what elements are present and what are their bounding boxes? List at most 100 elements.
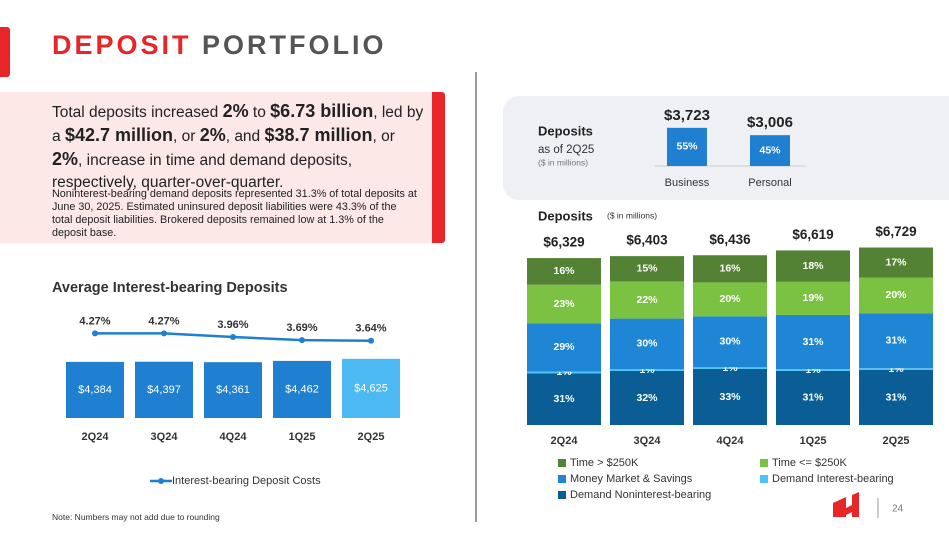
- summary-panel: [0, 92, 432, 243]
- chart-subtitle: as of 2Q25: [538, 144, 594, 156]
- bar-label: $4,384: [78, 384, 112, 396]
- segment-label: 17%: [885, 256, 907, 268]
- bar-segment: [859, 368, 933, 370]
- summary-text: 2%: [199, 125, 226, 145]
- line-marker: [92, 330, 98, 337]
- segment-label: 23%: [553, 298, 575, 310]
- bar-percent-label: 55%: [676, 141, 698, 153]
- bar-segment: [693, 282, 767, 317]
- x-tick-label: 4Q24: [220, 431, 248, 443]
- legend-swatch: [558, 459, 566, 467]
- summary-text: , and: [225, 128, 265, 145]
- line-label: 4.27%: [148, 315, 179, 327]
- x-tick-label: 3Q24: [151, 431, 179, 443]
- total-label: $6,403: [626, 233, 668, 248]
- line-marker: [161, 330, 167, 337]
- legend-label: Money Market & Savings: [570, 473, 693, 485]
- line-label: 3.96%: [217, 319, 248, 331]
- bar-segment: [693, 368, 767, 425]
- segment-label: 31%: [885, 391, 907, 403]
- line-marker: [368, 337, 374, 344]
- summary-paragraph: Total deposits increased 2% to $6.73 bil…: [52, 100, 424, 194]
- bar-segment: [693, 316, 767, 368]
- bar: [342, 358, 400, 418]
- segment-label: 31%: [553, 393, 575, 405]
- bar-segment: [527, 373, 601, 425]
- bar-segment: [527, 323, 601, 372]
- bar-segment: [859, 277, 933, 314]
- panel-accent: [432, 92, 445, 243]
- bar: [273, 360, 331, 418]
- segment-label: 15%: [636, 263, 658, 275]
- total-label: $6,436: [709, 232, 751, 247]
- line-marker: [299, 337, 305, 344]
- segment-label: 31%: [802, 392, 824, 404]
- chart-title: Average Interest-bearing Deposits: [52, 280, 288, 296]
- bar-segment: [693, 255, 767, 283]
- segment-label: 19%: [802, 292, 824, 304]
- summary-text: 2%: [52, 149, 79, 169]
- bar-segment: [610, 318, 684, 370]
- summary-detail: Noninterest-bearing demand deposits repr…: [52, 188, 417, 239]
- segment-label: 30%: [719, 336, 741, 348]
- legend-label: Interest-bearing Deposit Costs: [172, 475, 321, 487]
- legend-label: Time > $250K: [570, 457, 639, 469]
- x-tick-label: Business: [665, 177, 710, 189]
- bar: [135, 361, 193, 418]
- legend-label: Demand Noninterest-bearing: [570, 489, 711, 501]
- bar-segment: [776, 281, 850, 316]
- bar: [66, 361, 124, 418]
- x-tick-label: 4Q24: [717, 435, 745, 447]
- bar: [667, 127, 707, 166]
- segment-label: 31%: [885, 334, 907, 346]
- segment-label: 20%: [885, 289, 907, 301]
- legend-marker: [158, 478, 164, 484]
- segment-label: 18%: [802, 260, 824, 272]
- footnote: Note: Numbers may not add due to roundin…: [52, 512, 220, 522]
- segment-label: 33%: [719, 391, 741, 403]
- segment-label: 29%: [553, 341, 575, 353]
- bar-value-label: $3,723: [664, 107, 710, 124]
- header-rest: PORTFOLIO: [202, 30, 387, 60]
- total-label: $6,329: [543, 235, 584, 250]
- summary-box: [503, 96, 949, 200]
- bar: [750, 135, 790, 166]
- bar-label: $4,462: [285, 383, 319, 395]
- bar-label: $4,361: [216, 384, 250, 396]
- x-tick-label: 2Q24: [82, 431, 110, 443]
- red-tab: [0, 27, 10, 77]
- bar-label: $4,625: [354, 382, 388, 394]
- line-label: 3.64%: [355, 323, 386, 335]
- unit-note: ($ in millions): [607, 210, 657, 220]
- bar-segment: [610, 256, 684, 282]
- summary-text: , led by a: [52, 104, 424, 145]
- bar-segment: [776, 315, 850, 370]
- logo: [833, 492, 879, 518]
- line-label: 3.69%: [286, 322, 317, 334]
- bar-segment: [776, 250, 850, 282]
- chart-title: Deposits: [538, 123, 593, 138]
- x-tick-label: Personal: [748, 177, 791, 189]
- bar-segment: [527, 284, 601, 324]
- summary-text: , or: [372, 128, 395, 145]
- x-tick-label: 3Q24: [634, 435, 662, 447]
- bar-segment: [776, 369, 850, 371]
- summary-text: $6.73 billion: [270, 101, 374, 121]
- unit-note: ($ in millions): [538, 157, 588, 167]
- segment-label: 30%: [636, 338, 658, 350]
- bar-segment: [610, 369, 684, 371]
- segment-label: 20%: [719, 293, 741, 305]
- x-tick-label: 1Q25: [289, 431, 316, 443]
- bar-percent-label: 45%: [759, 144, 781, 156]
- summary-text: , or: [172, 128, 200, 145]
- page-number: 24: [892, 504, 904, 515]
- bar-segment: [859, 369, 933, 425]
- line-label: 4.27%: [79, 315, 110, 327]
- x-tick-label: 2Q24: [551, 435, 579, 447]
- bar-segment: [527, 258, 601, 285]
- bar-segment: [693, 367, 767, 369]
- legend-swatch: [558, 491, 566, 499]
- bar-value-label: $3,006: [747, 114, 793, 131]
